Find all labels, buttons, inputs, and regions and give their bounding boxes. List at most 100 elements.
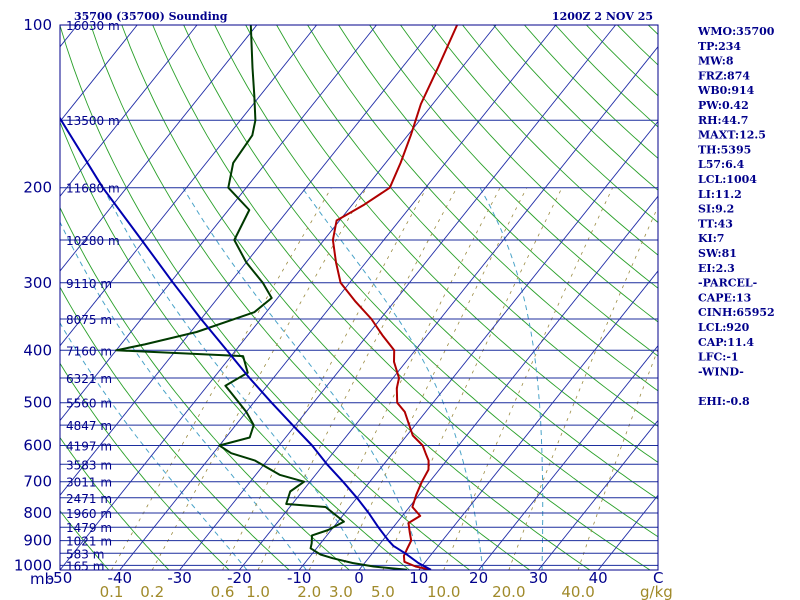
dry-adiabat-line [183, 25, 658, 538]
pressure-tick-label: 700 [23, 473, 52, 491]
height-label: 1479 m [66, 521, 112, 535]
moist-adiabat-line [60, 221, 307, 570]
height-label: 6321 m [66, 372, 112, 386]
isotherm-line [358, 195, 658, 570]
index-item: LCL:1004 [698, 173, 757, 186]
temperature-tick-label: -40 [108, 569, 133, 587]
mixing-ratio-tick-label: 0.2 [140, 583, 164, 600]
index-item: TT:43 [698, 217, 733, 230]
pressure-tick-label: 600 [23, 437, 52, 455]
index-item: CAPE:13 [698, 291, 751, 304]
moist-adiabat-line [479, 187, 544, 570]
height-label: 11680 m [66, 182, 120, 196]
plot-frame [59, 24, 659, 571]
height-label: 9110 m [66, 277, 112, 291]
isotherm-line [0, 25, 18, 570]
mixing-ratio-tick-label: 3.0 [329, 583, 353, 600]
mixing-ratio-line [508, 205, 658, 570]
index-item: WMO:35700 [697, 25, 775, 38]
height-label: 1021 m [66, 535, 112, 549]
mixing-ratio-line [151, 187, 367, 570]
axis-labels: 0.1 0.2 0.6 1.0 2.0 3.0 5.0 10.0 20.0 40.01002003… [14, 16, 608, 600]
index-item: TP:234 [698, 40, 741, 53]
moist-adiabat-line [102, 187, 366, 570]
height-label: 165 m [66, 559, 104, 573]
isotherm-line [60, 25, 317, 347]
isotherm-line [60, 25, 377, 422]
moist-adiabat-line [182, 187, 425, 570]
temperature-tick-label: -10 [287, 569, 312, 587]
index-item: WB0:914 [697, 84, 755, 97]
height-label: 10280 m [66, 234, 120, 248]
dry-adiabat-line [60, 25, 470, 570]
temperature-tick-label: -50 [48, 569, 73, 587]
pressure-tick-label: 300 [23, 274, 52, 292]
mixing-ratio-line [308, 187, 501, 570]
dry-adiabat-line [121, 25, 591, 570]
dry-adiabat-line [152, 25, 651, 570]
mixing-ratio-line [443, 187, 613, 570]
index-item: SW:81 [698, 247, 737, 260]
mixing-ratio-tick-label: 0.1 [100, 583, 124, 600]
isotherm-line [60, 25, 497, 570]
dry-adiabat-line [60, 206, 350, 570]
dry-adiabat-line [60, 436, 170, 570]
plot-background [60, 25, 658, 570]
grid-lines [0, 25, 658, 570]
mixing-ratio-line [340, 187, 528, 570]
dry-adiabat-line [369, 25, 658, 323]
dewpoint-trace [115, 25, 408, 570]
isotherm-line [239, 46, 658, 570]
dry-adiabat-line [338, 25, 658, 357]
index-item: LI:11.2 [698, 188, 742, 201]
isotherm-line [418, 270, 658, 570]
height-label: 3011 m [66, 476, 112, 490]
temperature-tick-label: 20 [469, 569, 488, 587]
mixing-ratio-tick-label: 1.0 [246, 583, 270, 600]
height-label: 16030 m [66, 19, 120, 33]
height-label: 2471 m [66, 492, 112, 506]
temperature-tick-label: -30 [167, 569, 192, 587]
height-label: 13500 m [66, 114, 120, 128]
index-item: TH:5395 [698, 143, 751, 156]
mixing-ratio-tick-label: 0.6 [211, 583, 235, 600]
temperature-tick-label: 40 [589, 569, 608, 587]
isotherm-line [179, 25, 616, 570]
pressure-tick-label: 500 [23, 394, 52, 412]
isotherm-line [60, 25, 198, 197]
dry-adiabat-line [245, 25, 658, 463]
dry-adiabat-line [400, 25, 658, 289]
temperature-tick-label: 10 [409, 569, 428, 587]
index-item: LCL:920 [698, 321, 750, 334]
dry-adiabat-line [60, 286, 290, 570]
dry-adiabat-line [60, 510, 110, 570]
index-item: -PARCEL- [698, 277, 757, 290]
mixing-ratio-tick-label: 10.0 [427, 583, 460, 600]
pressure-tick-label: 900 [23, 532, 52, 550]
mixing-ratio-axis-label: g/kg [640, 583, 673, 600]
index-item: FRZ:874 [698, 69, 750, 82]
height-label: 4847 m [66, 419, 112, 433]
mixing-ratio-tick-label: 20.0 [492, 583, 525, 600]
temperature-axis-label: C [653, 569, 663, 587]
height-label: 4197 m [66, 440, 112, 454]
pressure-axis-label: mb [30, 570, 54, 588]
mixing-ratio-tick-label: 2.0 [297, 583, 321, 600]
moist-adiabat-line [60, 321, 248, 570]
index-item: -WIND- [698, 365, 744, 378]
index-item: LFC:-1 [698, 351, 739, 364]
isotherm-line [119, 25, 557, 570]
isotherm-line [478, 345, 658, 570]
index-item: SI:9.2 [698, 203, 734, 216]
height-label: 583 m [66, 547, 104, 561]
pressure-tick-label: 1000 [14, 556, 52, 574]
dry-adiabat-line [431, 25, 658, 256]
dry-adiabat-line [60, 120, 410, 570]
index-item: EI:2.3 [698, 262, 735, 275]
index-item: MAXT:12.5 [698, 129, 766, 142]
pressure-tick-label: 100 [23, 16, 52, 34]
index-item: L57:6.4 [698, 158, 745, 171]
temperature-tick-label: 30 [529, 569, 548, 587]
dry-adiabat-line [214, 25, 658, 500]
